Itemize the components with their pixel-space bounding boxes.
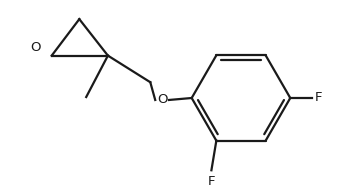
Text: F: F — [208, 175, 215, 188]
Text: O: O — [157, 93, 167, 106]
Text: O: O — [31, 41, 41, 54]
Text: F: F — [315, 92, 323, 104]
